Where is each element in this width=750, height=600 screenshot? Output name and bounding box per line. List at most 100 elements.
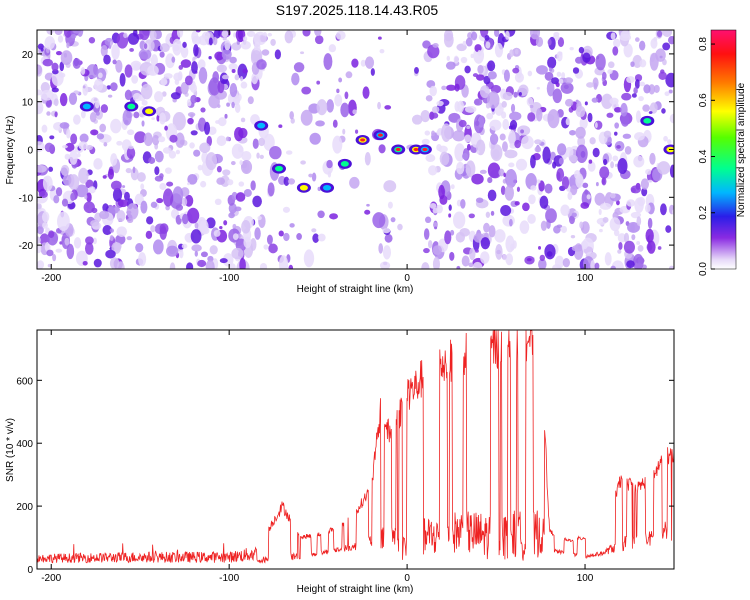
spectrogram-blob bbox=[181, 243, 188, 249]
spectrogram-blob bbox=[154, 91, 164, 103]
spectrogram-blob bbox=[635, 37, 640, 42]
spectrogram-blob bbox=[538, 180, 545, 192]
spectrogram-blob bbox=[458, 119, 467, 128]
spectrogram-blob bbox=[647, 217, 653, 229]
spectrogram-blob bbox=[289, 111, 294, 120]
spectrogram-blob bbox=[338, 77, 343, 83]
spectrogram-blob bbox=[158, 136, 166, 143]
colorbar-gradient bbox=[710, 29, 737, 270]
spectrogram-blob bbox=[527, 214, 536, 224]
spectrogram-blob bbox=[553, 31, 560, 37]
spectrogram-blob bbox=[636, 241, 641, 245]
spectrogram-blob bbox=[647, 240, 656, 254]
spectrogram-blob bbox=[145, 230, 153, 240]
spectrogram-blob bbox=[655, 48, 666, 62]
spectrogram-blob bbox=[421, 138, 430, 145]
spectrogram-blob bbox=[178, 65, 184, 70]
spectrogram-blob bbox=[102, 175, 107, 179]
spectrogram-blob bbox=[352, 109, 357, 115]
spectrogram-blob bbox=[110, 82, 118, 92]
spectrogram-blob bbox=[70, 133, 78, 145]
spectrogram-blob bbox=[86, 144, 93, 151]
spectrogram-blob bbox=[107, 94, 113, 98]
spectrogram-blob bbox=[98, 72, 103, 79]
spectrogram-blob bbox=[539, 195, 549, 209]
spectrogram-blob bbox=[486, 112, 494, 120]
spectrogram-blob bbox=[41, 124, 48, 133]
spectrogram-blob bbox=[662, 42, 671, 51]
spectrogram-blob bbox=[427, 240, 433, 249]
spectrogram-blob bbox=[581, 237, 594, 255]
spectrogram-blob bbox=[630, 185, 641, 194]
spectrogram-blob bbox=[603, 158, 608, 166]
spectrogram-blob bbox=[190, 83, 198, 93]
spectrogram-blob bbox=[657, 161, 671, 175]
spectrogram-blob bbox=[508, 162, 515, 168]
spectrogram-blob bbox=[578, 46, 585, 54]
spectrogram-blob bbox=[439, 194, 448, 205]
snr-x-tick-label: -200 bbox=[41, 573, 61, 584]
spectrogram-blob bbox=[88, 37, 96, 44]
spectrogram-blob bbox=[70, 192, 76, 201]
spectrogram-blob bbox=[156, 114, 160, 122]
spectrogram-blob bbox=[193, 149, 201, 157]
spectrogram-blob bbox=[614, 122, 620, 129]
spectrogram-blob bbox=[37, 236, 41, 244]
spectrogram-blob bbox=[668, 89, 673, 94]
spectrogram-blob bbox=[127, 129, 135, 136]
spectrogram-blob bbox=[143, 43, 148, 50]
spectrogram-blob bbox=[653, 84, 660, 93]
spectrogram-blob bbox=[55, 51, 62, 56]
spectrogram-blob bbox=[487, 177, 493, 184]
spectrogram-blob bbox=[422, 40, 431, 49]
spectrogram-blob bbox=[649, 152, 656, 165]
spectrogram-blob bbox=[445, 84, 457, 91]
spectrogram-blob bbox=[224, 113, 228, 119]
spectrogram-blob bbox=[93, 78, 104, 92]
spectrogram-blob bbox=[166, 181, 174, 187]
spectrogram-blob bbox=[560, 204, 570, 216]
spectrogram-blob bbox=[508, 129, 516, 147]
spectrogram-blob bbox=[504, 185, 515, 201]
spectrogram-blob bbox=[568, 215, 575, 225]
spectrogram-blob bbox=[88, 186, 96, 194]
spectrogram-blob bbox=[545, 208, 557, 224]
spectrogram-blob bbox=[177, 71, 183, 81]
spectrogram-blob bbox=[283, 176, 290, 186]
spectrogram-blob bbox=[579, 221, 583, 229]
spectrogram-blob bbox=[588, 159, 593, 164]
spectrogram-blob bbox=[233, 32, 237, 38]
spectrogram-blob bbox=[296, 233, 302, 241]
spectrogram-x-tick-label: -200 bbox=[41, 273, 61, 284]
spectrogram-blob bbox=[57, 35, 64, 43]
spectrogram-blob bbox=[665, 225, 672, 233]
ridge-core bbox=[274, 165, 283, 172]
spectrogram-blob bbox=[180, 45, 189, 58]
spectrogram-blob bbox=[609, 192, 616, 199]
spectrogram-blob bbox=[37, 203, 42, 210]
spectrogram-blob bbox=[317, 210, 325, 219]
spectrogram-blob bbox=[48, 230, 55, 238]
spectrogram-blob bbox=[570, 234, 576, 239]
spectrogram-blob bbox=[134, 193, 144, 205]
spectrogram-blob bbox=[126, 146, 136, 159]
spectrogram-blob bbox=[470, 53, 474, 59]
spectrogram-blob bbox=[212, 71, 220, 84]
spectrogram-blob bbox=[479, 85, 490, 99]
spectrogram-blob bbox=[630, 61, 635, 68]
spectrogram-blob bbox=[228, 212, 235, 219]
spectrogram-blob bbox=[208, 94, 220, 109]
spectrogram-blob bbox=[241, 151, 252, 162]
spectrogram-blob bbox=[112, 187, 123, 202]
spectrogram-blob bbox=[509, 111, 522, 121]
spectrogram-blob bbox=[575, 126, 586, 139]
spectrogram-blob bbox=[215, 120, 220, 124]
spectrogram-blob bbox=[518, 91, 522, 96]
spectrogram-blob bbox=[326, 159, 333, 169]
spectrogram-blob bbox=[565, 117, 571, 126]
snr-y-tick-label: 0 bbox=[27, 565, 33, 576]
spectrogram-blob bbox=[372, 212, 386, 229]
spectrogram-blob bbox=[499, 133, 506, 141]
spectrogram-blob bbox=[288, 264, 294, 269]
spectrogram-blob bbox=[626, 199, 636, 207]
